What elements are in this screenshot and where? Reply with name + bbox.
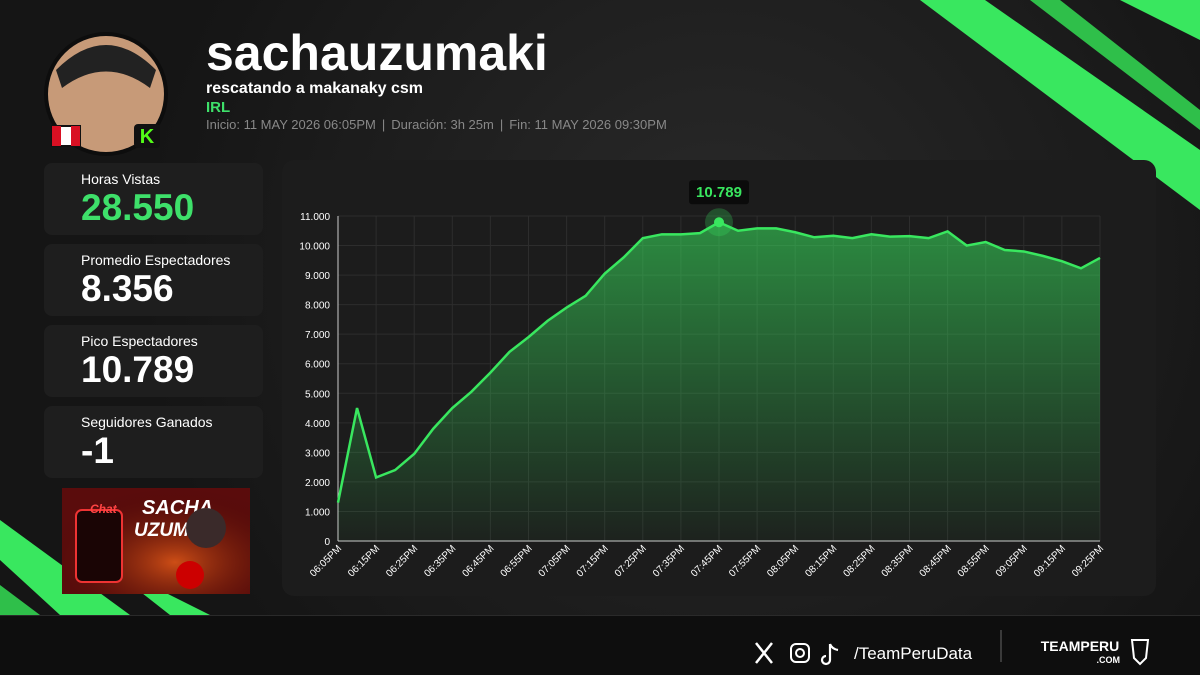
x-icon[interactable] — [755, 642, 773, 664]
thumbnail-figure — [186, 508, 226, 548]
stat-label: Horas Vistas — [81, 171, 161, 187]
separator: | — [381, 117, 386, 132]
streamer-name: sachauzumaki — [206, 25, 548, 81]
stream-info: Inicio: 11 MAY 2026 06:05PM | Duración: 3h… — [206, 117, 667, 132]
decor — [1030, 0, 1200, 130]
brand-logo — [1130, 639, 1150, 666]
chart-panel — [282, 160, 1156, 596]
stat-label: Seguidores Ganados — [81, 414, 213, 430]
end-time: Fin: 11 MAY 2026 09:30PM — [509, 117, 667, 132]
tiktok-icon[interactable] — [820, 643, 839, 666]
duration: Duración: 3h 25m — [391, 117, 494, 132]
stat-card: Pico Espectadores 10.789 — [44, 325, 263, 397]
stat-card: Promedio Espectadores 8.356 — [44, 244, 263, 316]
decor — [920, 0, 1200, 210]
stat-card: Horas Vistas 28.550 — [44, 163, 263, 235]
flag — [71, 126, 80, 146]
avatar-hair — [56, 45, 156, 88]
thumbnail-chat: Chat — [90, 502, 118, 516]
stat-label: Pico Espectadores — [81, 333, 198, 349]
stream-title: rescatando a makanaky csm — [206, 80, 424, 97]
stream-category: IRL — [206, 99, 231, 116]
stat-value: 10.789 — [81, 349, 195, 390]
stat-card: Seguidores Ganados -1 — [44, 406, 263, 478]
decor — [0, 585, 40, 615]
stat-label: Promedio Espectadores — [81, 252, 231, 268]
instagram-icon — [795, 648, 805, 658]
separator: | — [499, 117, 504, 132]
brand: TEAMPERU — [1041, 638, 1120, 654]
decor — [1120, 0, 1200, 40]
instagram-icon[interactable] — [790, 643, 810, 663]
stat-value: 8.356 — [81, 268, 174, 309]
thumbnail-chat-box — [75, 509, 123, 583]
footer-icons: /TeamPeruData TEAMPERU .COM — [755, 630, 1150, 666]
kick-badge — [134, 124, 160, 148]
kick-icon: K — [140, 126, 155, 148]
stat-value: 28.550 — [81, 187, 195, 228]
start-time: Inicio: 11 MAY 2026 06:05PM — [206, 117, 376, 132]
footer: /TeamPeruData TEAMPERU .COM — [0, 615, 1200, 675]
stat-value: -1 — [81, 430, 114, 471]
thumbnail-glove — [176, 561, 204, 589]
flag — [52, 126, 61, 146]
brand-domain: .COM — [1097, 655, 1121, 665]
social-handle[interactable]: /TeamPeruData — [854, 644, 973, 663]
